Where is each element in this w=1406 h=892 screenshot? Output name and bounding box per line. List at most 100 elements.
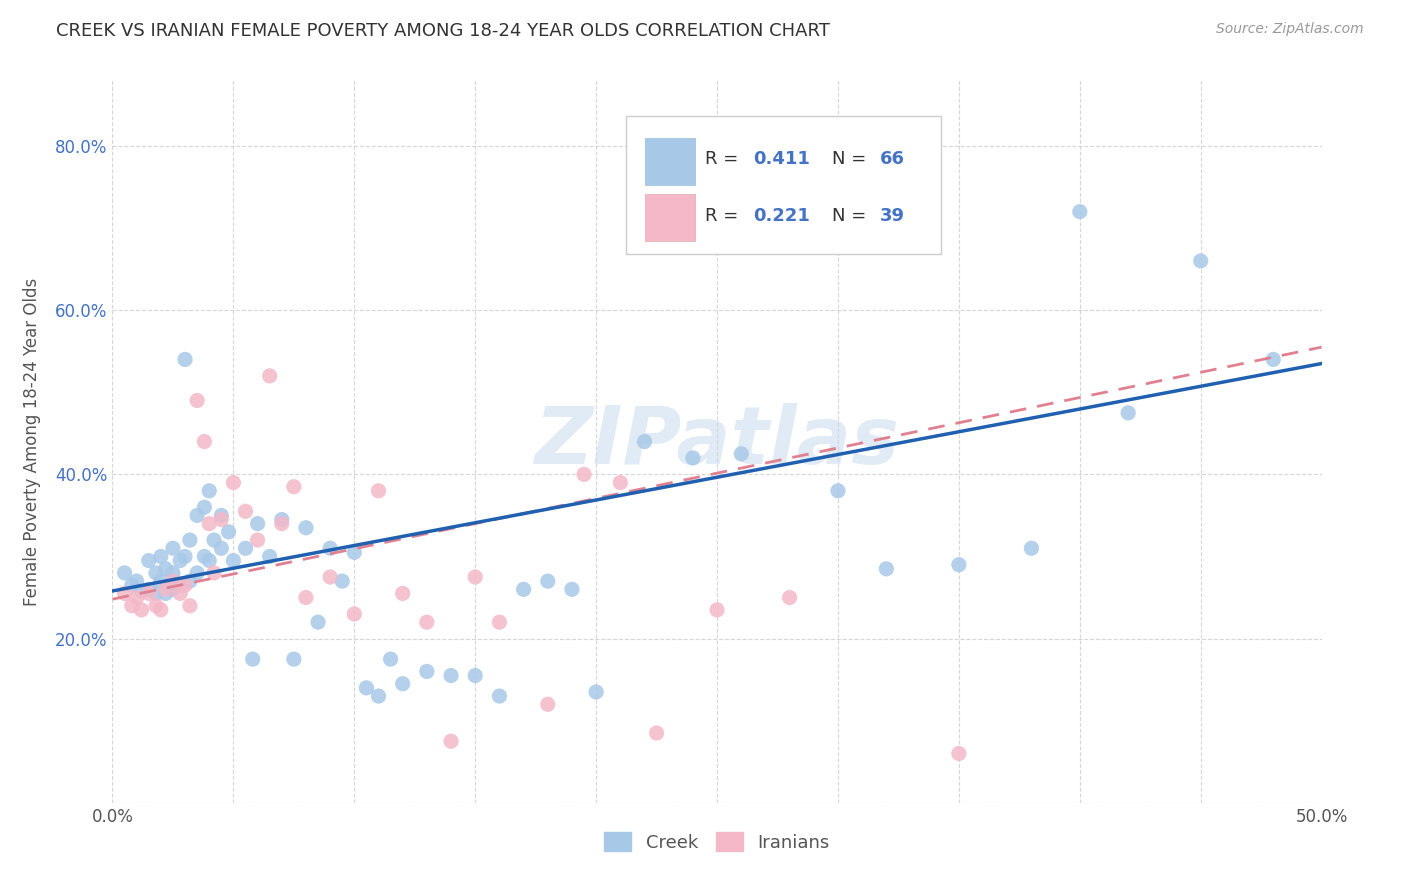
Point — [193, 500, 215, 515]
Point — [367, 689, 389, 703]
Point — [827, 483, 849, 498]
Point — [121, 578, 143, 592]
Point — [270, 516, 292, 531]
Text: 66: 66 — [880, 151, 905, 169]
Point — [706, 603, 728, 617]
Point — [259, 368, 281, 383]
Point — [162, 574, 184, 588]
Point — [149, 574, 172, 588]
Point — [235, 541, 257, 556]
Point — [131, 584, 153, 599]
Point — [162, 541, 184, 556]
Point — [488, 615, 510, 630]
Point — [149, 603, 172, 617]
Text: N =: N = — [832, 207, 872, 225]
Point — [633, 434, 655, 449]
Point — [198, 553, 221, 567]
Point — [948, 747, 970, 761]
Point — [283, 480, 305, 494]
FancyBboxPatch shape — [626, 117, 941, 253]
Text: 0.411: 0.411 — [754, 151, 810, 169]
Point — [1069, 204, 1091, 219]
Point — [138, 586, 160, 600]
Point — [179, 533, 201, 547]
Point — [343, 607, 366, 621]
Point — [1263, 352, 1285, 367]
Point — [537, 698, 560, 712]
Point — [779, 591, 801, 605]
Point — [186, 393, 208, 408]
Point — [145, 586, 167, 600]
Point — [209, 508, 232, 523]
Point — [222, 475, 245, 490]
Point — [131, 603, 153, 617]
Point — [356, 681, 378, 695]
Point — [270, 512, 292, 526]
Point — [367, 483, 389, 498]
Point — [145, 566, 167, 580]
Text: N =: N = — [832, 151, 872, 169]
Point — [259, 549, 281, 564]
Point — [609, 475, 631, 490]
Point — [218, 524, 240, 539]
Point — [948, 558, 970, 572]
Point — [198, 516, 221, 531]
Point — [330, 574, 353, 588]
Point — [121, 599, 143, 613]
Point — [155, 586, 177, 600]
Point — [319, 570, 342, 584]
Point — [295, 521, 318, 535]
Point — [295, 591, 318, 605]
Point — [464, 668, 486, 682]
Point — [307, 615, 329, 630]
Point — [343, 545, 366, 559]
Point — [645, 726, 668, 740]
Point — [209, 512, 232, 526]
Point — [1021, 541, 1043, 556]
Point — [138, 582, 160, 597]
Point — [283, 652, 305, 666]
Point — [125, 574, 148, 588]
Point — [162, 566, 184, 580]
Point — [169, 553, 191, 567]
Point — [202, 533, 225, 547]
FancyBboxPatch shape — [644, 194, 696, 241]
Point — [222, 553, 245, 567]
Point — [179, 574, 201, 588]
Point — [512, 582, 534, 597]
Legend: Creek, Iranians: Creek, Iranians — [598, 825, 837, 859]
Point — [138, 553, 160, 567]
Point — [209, 541, 232, 556]
Text: 39: 39 — [880, 207, 905, 225]
Point — [169, 586, 191, 600]
Point — [114, 586, 136, 600]
Point — [488, 689, 510, 703]
Point — [114, 566, 136, 580]
Point — [174, 549, 197, 564]
Point — [125, 591, 148, 605]
Point — [391, 586, 413, 600]
Point — [198, 483, 221, 498]
Point — [391, 677, 413, 691]
Point — [585, 685, 607, 699]
Y-axis label: Female Poverty Among 18-24 Year Olds: Female Poverty Among 18-24 Year Olds — [24, 277, 41, 606]
Point — [186, 566, 208, 580]
Point — [193, 434, 215, 449]
Text: Source: ZipAtlas.com: Source: ZipAtlas.com — [1216, 22, 1364, 37]
Point — [440, 734, 463, 748]
Point — [440, 668, 463, 682]
Point — [174, 352, 197, 367]
Point — [246, 516, 269, 531]
Text: 0.221: 0.221 — [754, 207, 810, 225]
FancyBboxPatch shape — [644, 137, 696, 185]
Point — [174, 578, 197, 592]
Point — [561, 582, 583, 597]
Point — [875, 562, 897, 576]
Point — [235, 504, 257, 518]
Point — [572, 467, 595, 482]
Point — [682, 450, 704, 465]
Point — [179, 599, 201, 613]
Point — [319, 541, 342, 556]
Point — [416, 615, 439, 630]
Text: CREEK VS IRANIAN FEMALE POVERTY AMONG 18-24 YEAR OLDS CORRELATION CHART: CREEK VS IRANIAN FEMALE POVERTY AMONG 18… — [56, 22, 830, 40]
